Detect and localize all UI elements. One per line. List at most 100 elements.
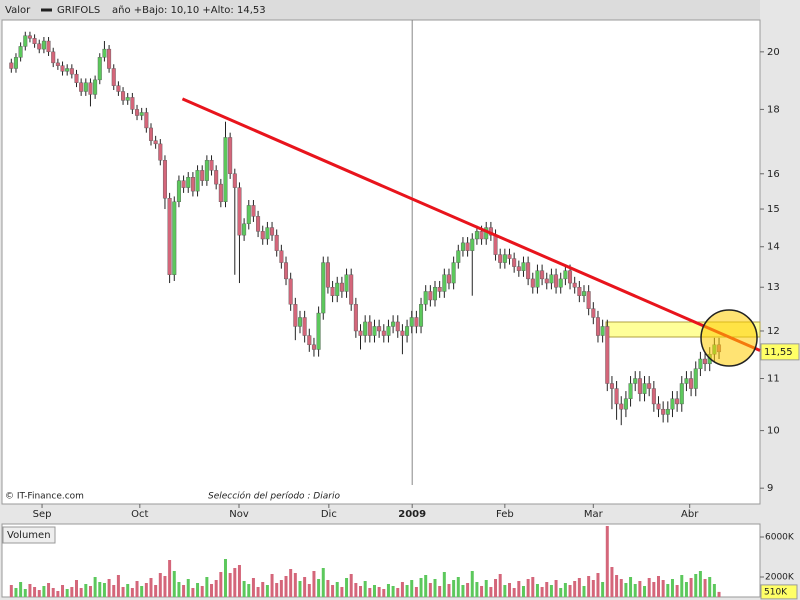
volume-bar	[368, 588, 372, 597]
candle-body	[223, 137, 228, 203]
volume-bar	[689, 578, 693, 597]
volume-bar	[107, 579, 111, 597]
legend-entry: GRIFOLS	[57, 5, 100, 16]
candle-body	[144, 112, 149, 129]
candle-body	[437, 287, 442, 292]
volume-bar	[647, 578, 651, 597]
volume-bar	[680, 575, 684, 597]
volume-bar	[326, 580, 330, 597]
candle-body	[619, 403, 624, 410]
volume-bar	[377, 587, 381, 597]
volume-bar	[433, 579, 437, 597]
volume-bar	[265, 585, 269, 597]
price-label: 11,55	[764, 347, 793, 358]
volume-bar	[601, 582, 605, 597]
candle-body	[302, 317, 307, 336]
candle-body	[582, 291, 587, 296]
volume-tick-label: 2000K	[765, 573, 795, 583]
volume-bar	[554, 580, 558, 597]
volume-bar	[317, 579, 321, 597]
candle-body	[549, 274, 554, 284]
candle-body	[186, 177, 191, 188]
candle-body	[116, 85, 121, 92]
volume-bar	[149, 578, 153, 597]
volume-bar	[587, 576, 591, 597]
volume-bar	[130, 588, 134, 597]
candle-body	[251, 205, 256, 217]
candle-body	[344, 274, 349, 292]
price-panel	[1, 19, 761, 505]
candle-body	[237, 187, 242, 236]
candle-body	[9, 62, 14, 69]
candle-body	[353, 304, 358, 332]
candle-body	[246, 205, 251, 225]
volume-title-box	[2, 526, 56, 544]
volume-bar	[698, 571, 702, 597]
candle-body	[27, 35, 32, 39]
volume-bar	[237, 565, 241, 597]
y-tick-label: 15	[767, 204, 780, 215]
volume-bar	[391, 586, 395, 597]
candle-body	[442, 274, 447, 292]
x-tick-label: Sep	[33, 509, 52, 520]
candle-body	[460, 242, 465, 251]
volume-bar	[335, 582, 339, 597]
candle-body	[307, 335, 312, 346]
candle-body	[577, 287, 582, 296]
candle-body	[419, 304, 424, 327]
candle-body	[507, 254, 512, 259]
candle-body	[60, 65, 65, 72]
volume-bar	[102, 583, 106, 597]
volume-bar	[591, 580, 595, 597]
candle-body	[37, 43, 42, 50]
volume-bar	[163, 576, 167, 597]
period: Selección del período : Diario	[208, 491, 340, 502]
candle-body	[433, 287, 438, 301]
candle-body	[689, 378, 694, 389]
volume-bar	[359, 586, 363, 597]
volume-bar	[210, 584, 214, 597]
volume-bar	[596, 573, 600, 597]
volume-bar	[56, 591, 60, 597]
candle-body	[572, 282, 577, 288]
volume-bar	[228, 573, 232, 597]
volume-bar	[656, 576, 660, 597]
x-tick-label: Abr	[681, 509, 699, 520]
candle-body	[414, 317, 419, 327]
candle-body	[391, 321, 396, 327]
candle-body	[148, 127, 153, 141]
volume-bar	[51, 588, 55, 597]
value-label: Valor	[5, 5, 31, 16]
volume-bar	[219, 572, 223, 597]
candle-body	[665, 408, 670, 415]
volume-bar	[33, 587, 37, 597]
volume-bar	[708, 577, 712, 597]
volume-bar	[298, 581, 302, 597]
y-tick-label: 14	[767, 242, 780, 253]
candle-body	[321, 262, 326, 314]
volume-bar	[447, 584, 451, 597]
trendline	[181, 97, 761, 352]
volume-bar	[242, 581, 246, 597]
candle-body	[88, 82, 93, 95]
volume-bar	[461, 585, 465, 597]
volume-bar	[42, 586, 46, 597]
volume-bar	[223, 559, 227, 597]
candle-body	[204, 160, 209, 181]
candle-body	[656, 403, 661, 410]
candle-body	[284, 262, 289, 280]
candle-body	[675, 398, 680, 405]
candle-body	[46, 40, 51, 53]
candle-body	[79, 82, 84, 92]
volume-bar	[284, 576, 288, 597]
candle-body	[386, 326, 391, 336]
candle-body	[288, 278, 293, 305]
candle-body	[190, 177, 195, 192]
candle-body	[181, 180, 186, 188]
volume-bar	[382, 589, 386, 597]
candle-body	[693, 368, 698, 389]
candle-body	[623, 398, 628, 410]
volume-bar	[321, 568, 325, 597]
candle-body	[544, 278, 549, 284]
candle-body	[316, 312, 321, 350]
